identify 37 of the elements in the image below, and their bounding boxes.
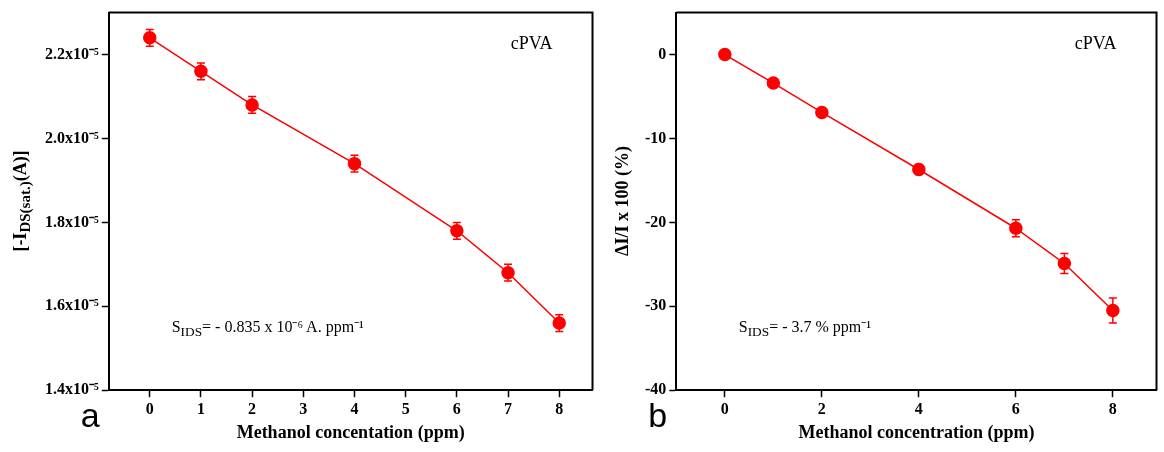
y-tick-label: -40	[645, 380, 667, 398]
y-tick-label: 1.8x10⁻⁵	[45, 212, 99, 230]
y-tick-label: 2.2x10⁻⁵	[45, 44, 99, 62]
annotation: S$_{IDS}$= - 3.7 % ppm⁻¹	[738, 316, 872, 340]
x-tick-label: 0	[145, 399, 154, 417]
point	[718, 47, 732, 62]
x-tick-label: 6	[452, 399, 461, 417]
x-tick-label: 8	[555, 399, 564, 417]
text: b	[648, 396, 668, 436]
x-tick-label: 1	[196, 399, 205, 417]
x-tick-label: 0	[720, 399, 729, 417]
y-tick-label: -20	[645, 212, 667, 230]
text: a	[80, 396, 100, 436]
x-tick-label: 5	[401, 399, 410, 417]
x-tick-label: 4	[350, 399, 359, 417]
point	[815, 105, 829, 120]
y-tick-label: 2.0x10⁻⁵	[45, 128, 99, 146]
y-tick-label: -30	[645, 296, 667, 314]
annotation: cPVA	[510, 32, 553, 54]
x-tick-label: 2	[817, 399, 826, 417]
x-tick-label: 3	[299, 399, 308, 417]
y-tick-label: 1.6x10⁻⁵	[45, 296, 99, 314]
x-tick-label: 2	[248, 399, 257, 417]
point	[1057, 256, 1072, 271]
y-tick-label: 1.4x10⁻⁵	[45, 380, 99, 398]
annotation: cPVA	[1074, 32, 1117, 54]
x-axis-title: Methanol concentration (ppm)	[798, 421, 1035, 443]
y-tick-label: -10	[645, 128, 667, 146]
y-tick-label: 0	[658, 44, 667, 62]
x-tick-label: 4	[914, 399, 923, 417]
point	[766, 76, 781, 90]
y-axis-title: ΔI/I x 100 (%)	[611, 146, 633, 257]
annotation: S$_{IDS}$= - 0.835 x 10⁻⁶ A. ppm⁻¹	[171, 316, 364, 340]
x-axis-title: Methanol concentation (ppm)	[236, 421, 465, 443]
x-tick-label: 6	[1011, 399, 1020, 417]
x-tick-label: 8	[1108, 399, 1117, 417]
x-tick-label: 7	[504, 399, 513, 417]
